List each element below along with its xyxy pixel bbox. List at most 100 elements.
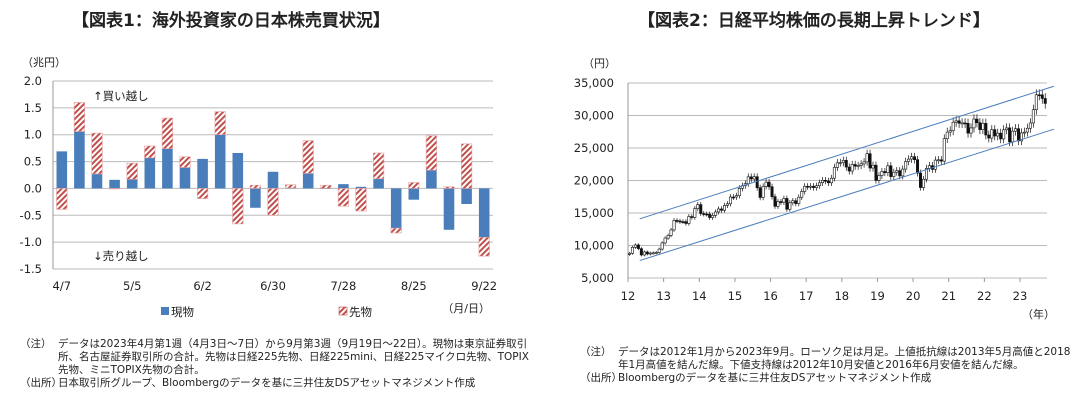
futures-bar — [320, 184, 332, 189]
candle-body — [791, 200, 795, 204]
candle-body — [803, 185, 807, 192]
spot-bar — [109, 179, 120, 189]
spot-bar — [126, 179, 138, 189]
candle-body — [776, 201, 780, 207]
x-tick-label: 6/30 — [260, 279, 286, 293]
y-tick-label: -0.5 — [20, 208, 42, 222]
chart2-title: 【図表2：日経平均株価の長期上昇トレンド】 — [638, 11, 990, 31]
candle-body — [723, 205, 727, 211]
candle-body — [770, 186, 774, 197]
candle-body — [639, 248, 643, 256]
candle-body — [740, 185, 744, 189]
candle-body — [633, 244, 637, 248]
y-tick-label: 15,000 — [574, 206, 614, 220]
spot-bar — [179, 167, 191, 189]
source-text: Bloombergのデータを基に三井住友DSアセットマネジメント作成 — [618, 372, 932, 384]
candle-body — [630, 247, 634, 254]
legend-futures-swatch — [338, 306, 348, 316]
spot-bar — [250, 188, 261, 208]
trend-line — [639, 128, 1055, 262]
spot-bar — [302, 173, 314, 189]
candle-body — [660, 242, 664, 250]
chart1-notes: （注） データは2023年4月第1週（4月3日～7日）から9月第3週（9月19日～… — [20, 338, 530, 390]
candle-body — [761, 186, 765, 198]
candle-body — [645, 251, 649, 255]
candle-body — [731, 196, 735, 199]
y-tick-label: 30,000 — [574, 109, 614, 123]
net-sell-annotation: ↓売り越し — [93, 249, 149, 263]
legend-futures-label: 先物 — [349, 305, 372, 319]
candle-body — [687, 216, 691, 224]
spot-bar — [214, 134, 226, 189]
spot-bar — [338, 184, 349, 189]
candle-body — [654, 252, 658, 254]
candle-body — [829, 177, 833, 184]
candle-body — [921, 178, 925, 188]
y-tick-label: 0.0 — [24, 181, 42, 195]
x-tick-label: 22 — [977, 289, 992, 303]
candle-body — [954, 120, 958, 123]
futures-bar — [267, 188, 279, 216]
candle-body — [773, 196, 777, 207]
y-tick-label: 1.5 — [24, 101, 42, 115]
candle-body — [675, 220, 679, 222]
candle-body — [966, 123, 970, 134]
x-unit-label: （月/日） — [442, 302, 490, 315]
futures-bar — [249, 184, 261, 189]
candle-body — [996, 132, 1000, 137]
candle-body — [1040, 94, 1044, 99]
spot-bar — [408, 188, 420, 200]
candle-body — [1034, 94, 1038, 111]
candle-body — [734, 195, 738, 198]
futures-bar — [355, 188, 367, 212]
candle-body — [743, 183, 747, 186]
candle-body — [648, 252, 652, 255]
futures-bar — [109, 188, 121, 190]
candle-body — [717, 208, 721, 213]
spot-bar — [162, 148, 173, 189]
candle-body — [818, 182, 822, 187]
y-tick-label: 2.0 — [24, 74, 42, 88]
candle-body — [711, 215, 715, 218]
candle-body — [936, 159, 940, 162]
candle-body — [886, 165, 890, 173]
candle-body — [933, 159, 937, 170]
candle-body — [850, 164, 854, 172]
x-tick-label: 23 — [1013, 289, 1028, 303]
candle-body — [815, 185, 819, 188]
candle-body — [752, 176, 756, 180]
y-tick-label: 35,000 — [574, 76, 614, 90]
candle-body — [705, 213, 709, 216]
x-tick-label: 13 — [656, 289, 671, 303]
x-tick-label: 17 — [799, 289, 814, 303]
trend-line — [639, 85, 1055, 220]
candle-body — [779, 201, 783, 203]
candle-body — [856, 165, 860, 167]
candle-body — [657, 248, 661, 253]
futures-bar — [161, 117, 173, 149]
futures-bar — [461, 143, 473, 189]
candle-body — [853, 164, 857, 167]
candle-body — [690, 216, 694, 218]
candle-body — [981, 123, 985, 130]
candle-body — [737, 188, 741, 196]
futures-bar — [197, 188, 209, 199]
candle-body — [919, 172, 923, 188]
candle-body — [812, 185, 816, 188]
candle-body — [725, 203, 729, 206]
spot-bar — [144, 157, 156, 189]
candle-body — [868, 153, 872, 169]
candle-body — [895, 170, 899, 173]
x-tick-label: 8/25 — [401, 279, 427, 293]
y-tick-label: 5,000 — [581, 271, 614, 285]
candle-body — [969, 127, 973, 134]
chart1-title: 【図表1：海外投資家の日本株売買状況】 — [72, 11, 390, 31]
futures-bar — [337, 188, 349, 207]
candle-body — [960, 122, 964, 125]
futures-bar — [232, 188, 244, 225]
candle-body — [865, 153, 869, 163]
spot-bar — [426, 170, 437, 189]
spot-bar — [232, 152, 244, 189]
candle-body — [714, 211, 718, 216]
